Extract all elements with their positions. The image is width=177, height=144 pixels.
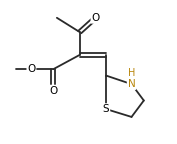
Text: O: O (27, 64, 36, 74)
Text: O: O (91, 13, 100, 23)
Text: N: N (128, 79, 135, 89)
Text: S: S (103, 104, 109, 114)
Text: H: H (128, 68, 135, 78)
Text: O: O (49, 86, 58, 95)
